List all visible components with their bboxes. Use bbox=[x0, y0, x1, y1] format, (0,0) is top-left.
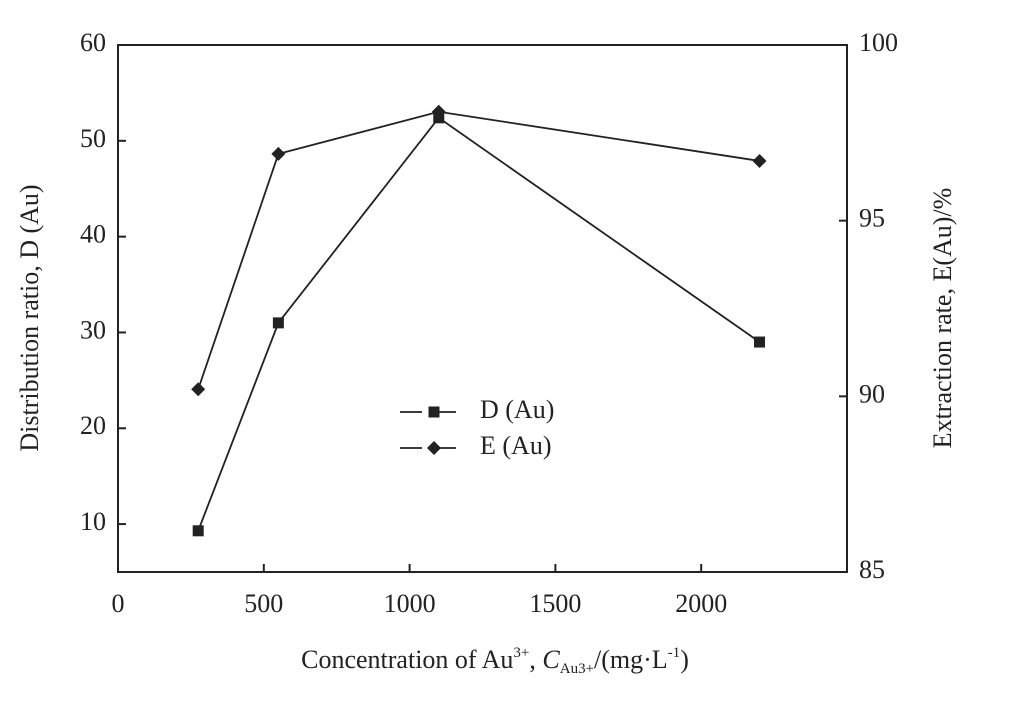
x-tick-label: 500 bbox=[244, 589, 283, 618]
x-tick-label: 1500 bbox=[529, 589, 581, 618]
marker bbox=[272, 317, 284, 329]
series-line bbox=[197, 110, 760, 390]
y2-tick-label: 90 bbox=[859, 379, 885, 408]
x-axis-label-part: /(mg·L bbox=[594, 645, 668, 674]
marker bbox=[427, 441, 441, 455]
legend-label: D (Au) bbox=[480, 395, 554, 424]
marker bbox=[191, 382, 206, 397]
marker bbox=[192, 525, 204, 537]
x-axis-label-part: ) bbox=[680, 645, 689, 674]
y-tick-label: 60 bbox=[80, 28, 106, 57]
y-axis-label: Distribution ratio, D (Au) bbox=[15, 184, 44, 451]
marker bbox=[271, 146, 286, 161]
x-axis-label-part: Au3+ bbox=[560, 661, 594, 677]
x-axis-label-part: , bbox=[529, 645, 542, 674]
marker bbox=[752, 153, 767, 168]
series-line bbox=[197, 116, 761, 532]
legend-label: E (Au) bbox=[480, 431, 551, 460]
y2-axis-label: Extraction rate, E(Au)/% bbox=[928, 188, 957, 449]
x-axis-label-part: C bbox=[542, 645, 560, 674]
y2-tick-label: 85 bbox=[859, 555, 885, 584]
y-tick-label: 30 bbox=[80, 315, 106, 344]
x-tick-label: 1000 bbox=[384, 589, 436, 618]
x-tick-label: 2000 bbox=[675, 589, 727, 618]
plot-frame bbox=[117, 44, 848, 573]
marker bbox=[754, 336, 766, 348]
y-tick-label: 10 bbox=[80, 507, 106, 536]
x-axis-label-part: -1 bbox=[668, 645, 681, 661]
y-tick-label: 50 bbox=[80, 124, 106, 153]
y-tick-label: 40 bbox=[80, 220, 106, 249]
marker bbox=[431, 104, 446, 119]
x-tick-label: 0 bbox=[112, 589, 125, 618]
y2-tick-label: 100 bbox=[859, 28, 898, 57]
x-axis-label: Concentration of Au3+, CAu3+/(mg·L-1) bbox=[301, 645, 689, 677]
y2-tick-label: 95 bbox=[859, 204, 885, 233]
x-axis-label-part: Concentration of Au bbox=[301, 645, 513, 674]
y-tick-label: 20 bbox=[80, 411, 106, 440]
marker bbox=[428, 406, 440, 418]
x-axis-label-part: 3+ bbox=[513, 645, 529, 661]
